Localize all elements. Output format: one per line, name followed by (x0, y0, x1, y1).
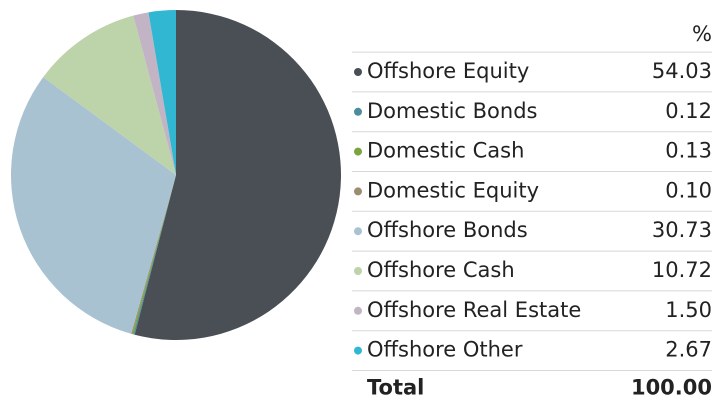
pie-slice (43, 15, 177, 176)
legend-label: Offshore Other (367, 338, 523, 362)
total-value: 100.00 (631, 375, 712, 399)
legend-label: Offshore Bonds (367, 218, 528, 242)
total-label: Total (367, 375, 424, 399)
legend-label: Offshore Equity (367, 59, 529, 83)
value-label: 0.13 (665, 139, 712, 163)
pie-slice (133, 12, 176, 175)
value-header: % (692, 22, 712, 46)
legend-label: Offshore Cash (367, 258, 515, 282)
legend-dot (354, 346, 362, 355)
legend-label: Domestic Bonds (367, 99, 537, 123)
legend-label: Domestic Cash (367, 139, 524, 163)
pie-slice (11, 77, 177, 334)
value-label: 0.12 (665, 99, 712, 123)
value-label: 2.67 (665, 338, 712, 362)
legend-dot (354, 187, 362, 196)
legend-label: Offshore Real Estate (367, 298, 581, 322)
value-label: 1.50 (665, 298, 712, 322)
legend-dot (354, 147, 362, 156)
legend-dot (354, 107, 362, 116)
value-label: 54.03 (652, 59, 712, 83)
legend-dot (354, 267, 362, 275)
pie-slice (148, 10, 176, 175)
pie-slice (132, 175, 176, 335)
value-label: 30.73 (652, 218, 712, 242)
pie-slice (131, 175, 176, 335)
pie-slice (133, 175, 176, 335)
pie-slice (134, 10, 341, 340)
legend-label: Domestic Equity (367, 178, 539, 202)
value-label: 10.72 (652, 258, 712, 282)
legend-dot (354, 68, 362, 76)
legend-dot (354, 306, 362, 315)
value-label: 0.10 (665, 178, 712, 202)
legend-dot (354, 227, 362, 236)
